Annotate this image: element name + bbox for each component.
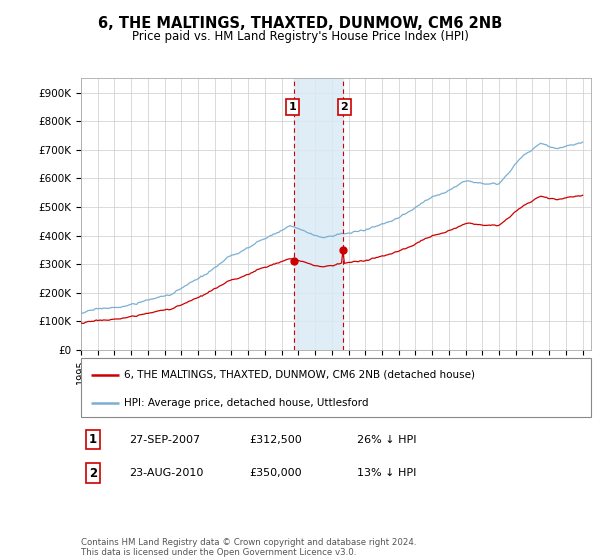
Text: 6, THE MALTINGS, THAXTED, DUNMOW, CM6 2NB: 6, THE MALTINGS, THAXTED, DUNMOW, CM6 2N… <box>98 16 502 31</box>
Text: HPI: Average price, detached house, Uttlesford: HPI: Average price, detached house, Uttl… <box>124 398 369 408</box>
Text: 26% ↓ HPI: 26% ↓ HPI <box>357 435 416 445</box>
Text: 2: 2 <box>89 466 97 480</box>
Text: 23-AUG-2010: 23-AUG-2010 <box>129 468 203 478</box>
Text: 1: 1 <box>289 102 296 112</box>
Text: £350,000: £350,000 <box>249 468 302 478</box>
Text: 6, THE MALTINGS, THAXTED, DUNMOW, CM6 2NB (detached house): 6, THE MALTINGS, THAXTED, DUNMOW, CM6 2N… <box>124 370 475 380</box>
Text: 13% ↓ HPI: 13% ↓ HPI <box>357 468 416 478</box>
Text: £312,500: £312,500 <box>249 435 302 445</box>
FancyBboxPatch shape <box>81 358 591 417</box>
Text: 2: 2 <box>340 102 348 112</box>
Text: Price paid vs. HM Land Registry's House Price Index (HPI): Price paid vs. HM Land Registry's House … <box>131 30 469 43</box>
Text: 1: 1 <box>89 433 97 446</box>
Bar <box>294 78 343 350</box>
Text: 27-SEP-2007: 27-SEP-2007 <box>129 435 200 445</box>
Text: Contains HM Land Registry data © Crown copyright and database right 2024.
This d: Contains HM Land Registry data © Crown c… <box>81 538 416 557</box>
